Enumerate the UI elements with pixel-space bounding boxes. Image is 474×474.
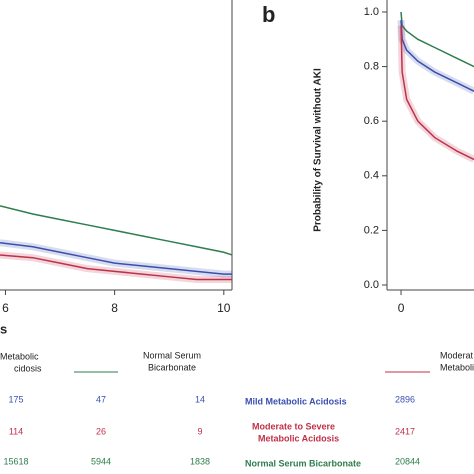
risk-count: 175 bbox=[8, 394, 23, 404]
y-tick-label: 0.4 bbox=[364, 170, 379, 182]
legend-text: Metaboli bbox=[440, 362, 474, 372]
y-label: Probability of Survival without AKI bbox=[313, 68, 324, 232]
legend-text: Bicarbonate bbox=[148, 362, 196, 372]
legend-text: cidosis bbox=[14, 363, 42, 373]
risk-count: 14 bbox=[195, 394, 205, 404]
x-label: s bbox=[0, 321, 7, 336]
survival-line bbox=[400, 25, 474, 161]
risk-count: 9 bbox=[197, 426, 202, 436]
risk-count: 5944 bbox=[91, 456, 111, 466]
survival-line bbox=[0, 241, 232, 275]
risk-count: 2896 bbox=[395, 394, 415, 404]
risk-count: 2417 bbox=[395, 426, 415, 436]
panel-label: b bbox=[262, 2, 275, 27]
risk-group: Mild Metabolic Acidosis bbox=[245, 396, 347, 406]
risk-group: Moderate to Severe bbox=[252, 421, 335, 431]
risk-count: 15618 bbox=[3, 456, 28, 466]
legend-text: Normal Serum bbox=[143, 350, 201, 360]
risk-count: 20844 bbox=[395, 456, 420, 466]
x-tick-label: 10 bbox=[217, 301, 231, 315]
risk-group: Normal Serum Bicarbonate bbox=[245, 458, 361, 468]
survival-line bbox=[0, 254, 232, 281]
legend-text: Moderat bbox=[440, 350, 474, 360]
y-tick-label: 1.0 bbox=[364, 6, 379, 18]
y-tick-label: 0.2 bbox=[364, 224, 379, 236]
x-tick-label: 0 bbox=[398, 301, 405, 315]
risk-count: 1838 bbox=[190, 456, 210, 466]
legend-text: Metabolic bbox=[0, 351, 39, 361]
y-tick-label: 0.8 bbox=[364, 61, 379, 73]
survival-line bbox=[400, 20, 474, 92]
risk-group: Metabolic Acidosis bbox=[258, 433, 339, 443]
x-tick-label: 6 bbox=[2, 301, 9, 315]
risk-count: 47 bbox=[96, 394, 106, 404]
risk-count: 114 bbox=[9, 426, 23, 436]
x-tick-label: 8 bbox=[111, 301, 118, 315]
survival-line bbox=[400, 11, 474, 68]
risk-count: 26 bbox=[96, 426, 106, 436]
y-tick-label: 0.6 bbox=[364, 115, 379, 127]
survival-line bbox=[0, 205, 233, 256]
y-tick-label: 0.0 bbox=[364, 279, 379, 291]
